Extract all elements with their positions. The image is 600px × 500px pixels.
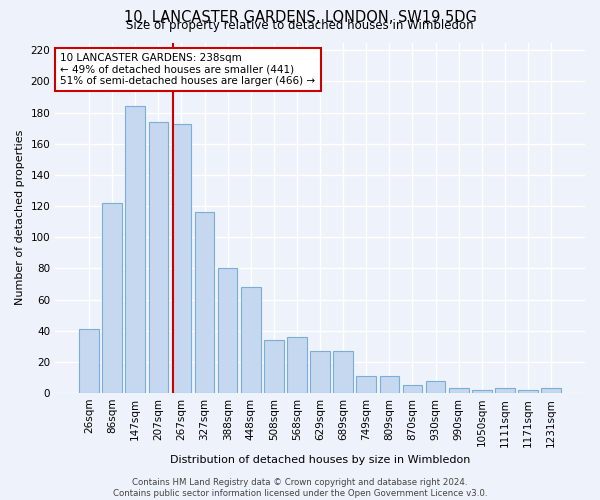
Bar <box>380 376 399 393</box>
Bar <box>195 212 214 393</box>
Bar <box>172 124 191 393</box>
Bar <box>241 287 260 393</box>
Y-axis label: Number of detached properties: Number of detached properties <box>15 130 25 306</box>
Text: 10 LANCASTER GARDENS: 238sqm
← 49% of detached houses are smaller (441)
51% of s: 10 LANCASTER GARDENS: 238sqm ← 49% of de… <box>61 53 316 86</box>
Bar <box>541 388 561 393</box>
Bar <box>495 388 515 393</box>
Bar <box>449 388 469 393</box>
Bar <box>356 376 376 393</box>
Text: Size of property relative to detached houses in Wimbledon: Size of property relative to detached ho… <box>126 19 474 32</box>
Bar <box>426 380 445 393</box>
Bar <box>79 329 99 393</box>
Bar <box>287 337 307 393</box>
Bar <box>264 340 284 393</box>
X-axis label: Distribution of detached houses by size in Wimbledon: Distribution of detached houses by size … <box>170 455 470 465</box>
Bar <box>103 203 122 393</box>
Bar <box>472 390 491 393</box>
Bar <box>403 386 422 393</box>
Bar <box>518 390 538 393</box>
Bar <box>218 268 238 393</box>
Bar <box>125 106 145 393</box>
Bar <box>310 351 330 393</box>
Text: Contains HM Land Registry data © Crown copyright and database right 2024.
Contai: Contains HM Land Registry data © Crown c… <box>113 478 487 498</box>
Bar <box>334 351 353 393</box>
Bar <box>149 122 168 393</box>
Text: 10, LANCASTER GARDENS, LONDON, SW19 5DG: 10, LANCASTER GARDENS, LONDON, SW19 5DG <box>124 10 476 25</box>
